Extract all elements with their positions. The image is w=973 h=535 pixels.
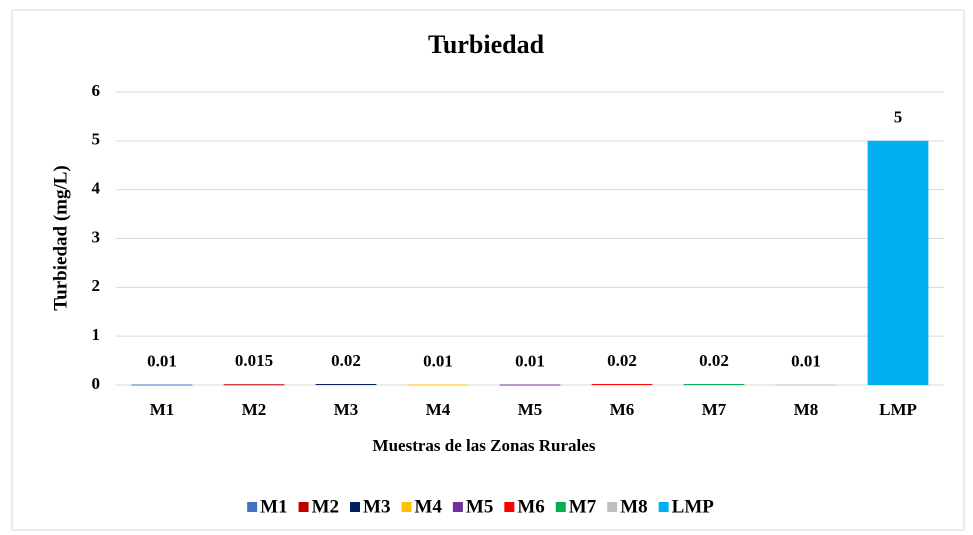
value-label: 0.02 <box>331 351 361 370</box>
chart-title: Turbiedad <box>428 30 545 59</box>
bar <box>223 384 285 386</box>
x-tick-label: M7 <box>702 400 727 419</box>
x-tick-label: M1 <box>150 400 175 419</box>
value-label: 5 <box>894 108 903 127</box>
y-tick-label: 5 <box>92 130 101 149</box>
legend-swatch <box>555 502 566 512</box>
legend-label: M8 <box>620 496 647 517</box>
x-tick-label: M6 <box>610 400 635 419</box>
y-axis-title: Turbiedad (mg/L) <box>50 165 71 311</box>
legend-label: M4 <box>414 496 442 517</box>
bar <box>499 384 561 386</box>
legend-swatch <box>658 502 669 512</box>
x-tick-label: M5 <box>518 400 543 419</box>
legend-swatch <box>504 502 515 512</box>
legend-label: M6 <box>517 496 544 517</box>
x-axis-title: Muestras de las Zonas Rurales <box>373 436 596 455</box>
bar <box>775 384 837 386</box>
x-tick-label: M4 <box>426 400 451 419</box>
legend-swatch <box>247 502 258 512</box>
value-label: 0.02 <box>699 351 729 370</box>
y-tick-label: 0 <box>92 374 101 393</box>
bar <box>407 384 469 386</box>
legend-label: M1 <box>260 496 287 517</box>
legend-swatch <box>401 502 412 512</box>
y-tick-label: 3 <box>92 227 101 246</box>
legend-label: M5 <box>466 496 493 517</box>
x-tick-label: LMP <box>879 400 917 419</box>
legend-label: M2 <box>312 496 339 517</box>
x-tick-label: M3 <box>334 400 359 419</box>
chart-border <box>11 9 965 531</box>
legend-swatch <box>607 502 618 512</box>
bar <box>591 384 653 386</box>
value-label: 0.02 <box>607 351 637 370</box>
x-tick-label: M8 <box>794 400 819 419</box>
value-label: 0.01 <box>791 351 821 370</box>
value-label: 0.015 <box>235 351 273 370</box>
value-label: 0.01 <box>147 351 177 370</box>
legend-label: M3 <box>363 496 390 517</box>
value-label: 0.01 <box>423 351 453 370</box>
legend-label: M7 <box>569 496 597 517</box>
value-label: 0.01 <box>515 351 545 370</box>
legend-label: LMP <box>672 496 715 517</box>
legend-swatch <box>298 502 309 512</box>
bar <box>683 384 745 386</box>
x-tick-label: M2 <box>242 400 267 419</box>
y-tick-label: 1 <box>92 325 101 344</box>
y-tick-label: 6 <box>92 81 101 100</box>
y-tick-label: 2 <box>92 276 101 295</box>
y-tick-label: 4 <box>92 179 101 198</box>
bar <box>867 140 929 385</box>
legend-swatch <box>350 502 361 512</box>
bar <box>131 384 193 386</box>
bar <box>315 384 377 386</box>
legend-swatch <box>452 502 463 512</box>
